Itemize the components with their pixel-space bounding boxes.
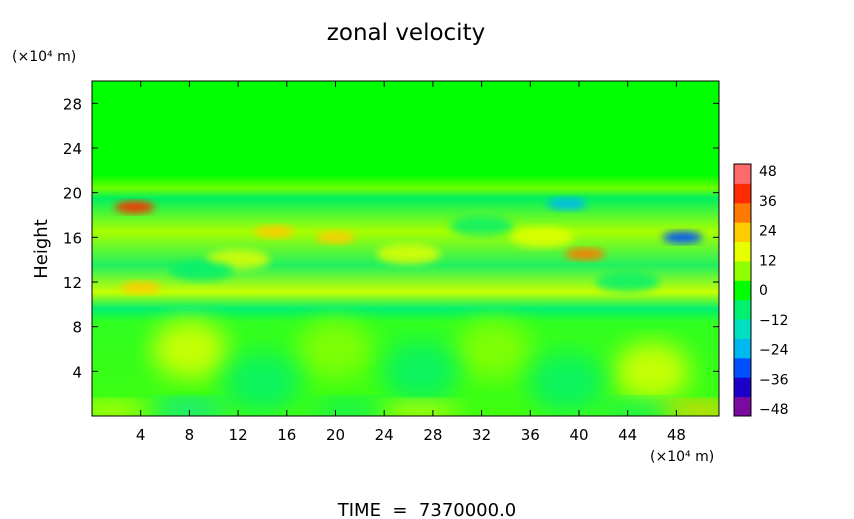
colorbar-segment [734, 396, 751, 417]
time-label: TIME = 7370000.0 [337, 500, 517, 519]
colorbar-tick-label: 0 [759, 283, 768, 299]
heatmap-feature [546, 197, 587, 210]
x-tick-label: 40 [569, 426, 588, 444]
colorbar-tick-label: 48 [759, 164, 777, 180]
y-axis: 4 8 12 16 20 24 28 [63, 95, 719, 381]
heatmap-feature [151, 319, 228, 379]
x-tick-label: 12 [229, 426, 248, 444]
x-tick-label: 32 [472, 426, 491, 444]
colorbar-tick-label: −12 [759, 313, 789, 329]
x-tick-label: 20 [326, 426, 345, 444]
x-tick-label: 16 [277, 426, 296, 444]
heatmap-field [92, 81, 719, 416]
heatmap-feature [510, 227, 575, 248]
colorbar-segment [734, 241, 751, 262]
x-axis-units: (×10⁴ m) [650, 449, 714, 465]
heatmap-feature [254, 225, 295, 238]
y-tick-label: 24 [63, 140, 82, 158]
y-tick-label: 4 [72, 363, 82, 381]
x-tick-label: 4 [136, 426, 146, 444]
x-tick-label: 28 [423, 426, 442, 444]
heatmap-feature [449, 216, 514, 237]
heatmap-feature [662, 401, 719, 416]
heatmap-feature [114, 201, 155, 214]
heatmap-feature [169, 260, 234, 281]
colorbar-segment [734, 357, 751, 378]
x-tick-label: 8 [185, 426, 195, 444]
heatmap-feature [382, 401, 459, 416]
colorbar-tick-label: 12 [759, 253, 777, 269]
colorbar-tick-label: 36 [759, 194, 777, 210]
heatmap-feature [662, 231, 703, 244]
y-axis-units: (×10⁴ m) [12, 49, 76, 65]
colorbar-segment [734, 319, 751, 339]
colorbar-segment [734, 299, 751, 320]
colorbar-segment [734, 280, 751, 301]
colorbar-tick-label: −48 [759, 402, 789, 418]
plot-frame [91, 80, 720, 417]
y-axis-label: Height [31, 219, 52, 279]
heatmap-feature [224, 352, 301, 413]
y-tick-label: 20 [63, 185, 82, 203]
x-tick-label: 48 [667, 426, 686, 444]
colorbar: 48 36 24 12 0 −12 −24 −36 −48 [733, 163, 789, 418]
colorbar-tick-label: 24 [759, 224, 777, 240]
colorbar-segment [734, 260, 751, 281]
heatmap-features [92, 197, 719, 416]
heatmap-feature [315, 231, 356, 244]
chart-title: zonal velocity [327, 20, 485, 46]
x-tick-label: 36 [521, 426, 540, 444]
heatmap-feature [601, 399, 678, 416]
heatmap-feature [297, 319, 374, 379]
colorbar-segment [734, 183, 751, 204]
heatmap-feature [376, 244, 441, 265]
colorbar-segment [734, 222, 751, 243]
x-tick-label: 44 [618, 426, 637, 444]
colorbar-frame [733, 163, 752, 417]
y-tick-label: 8 [72, 319, 82, 337]
heatmap-feature [528, 352, 605, 413]
colorbar-segment [734, 164, 751, 184]
heatmap-feature [92, 401, 149, 416]
colorbar-segment [734, 202, 751, 223]
heatmap-feature [120, 281, 161, 294]
colorbar-tick-label: −24 [759, 343, 789, 359]
colorbar-segment [734, 338, 751, 359]
heatmap-feature [151, 399, 228, 416]
heatmap-feature [382, 341, 459, 402]
heatmap-feature [455, 319, 532, 379]
x-tick-label: 24 [375, 426, 394, 444]
heatmap-feature [595, 272, 660, 292]
x-axis: 4 8 12 16 20 24 28 32 36 40 44 48 [136, 81, 686, 444]
heatmap-feature [565, 248, 606, 261]
colorbar-tick-label: −36 [759, 372, 789, 388]
colorbar-segment [734, 377, 751, 398]
heatmap-feature [309, 399, 386, 416]
heatmap-feature [614, 341, 691, 402]
y-tick-label: 28 [63, 95, 82, 113]
y-tick-label: 12 [63, 274, 82, 292]
y-tick-label: 16 [63, 229, 82, 247]
